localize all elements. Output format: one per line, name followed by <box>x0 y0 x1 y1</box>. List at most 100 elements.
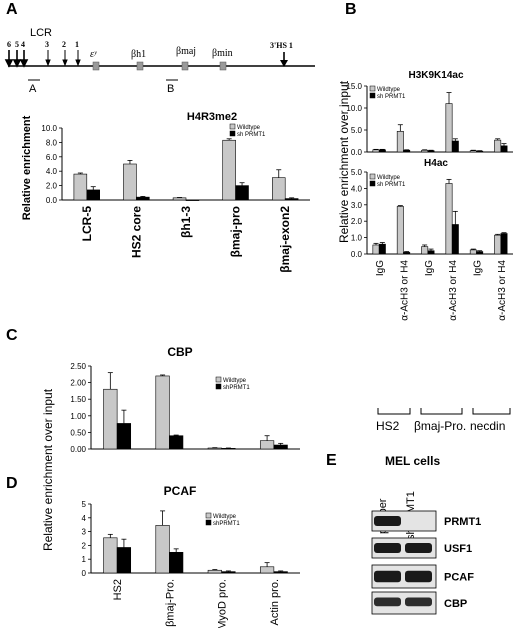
blot-band <box>374 543 401 553</box>
y-tick-label: 5.0 <box>351 126 363 135</box>
legend-swatch <box>369 180 376 187</box>
legend-label: shPRMT1 <box>223 385 250 391</box>
bar-shprmt1 <box>116 423 132 450</box>
gene-label-ey: εʸ <box>90 49 97 60</box>
x-category-label: βmaj-exon2 <box>278 206 292 273</box>
legend-label: Wildtype <box>377 175 401 181</box>
gene-label-bmin: βmin <box>212 48 233 59</box>
b-group-label-hs2: HS2 <box>376 419 400 433</box>
y-tick-label: 1 <box>82 555 87 564</box>
b-category-labels: IgG α-AcH3 or H4 IgG α-AcH3 or H4 IgG α-AcH3 … <box>375 260 508 321</box>
chart-cbp: CBP 0.00 0.50 1.00 1.50 2.00 2.50 WildtypeshPRM… <box>70 345 300 454</box>
bar-shprmt1 <box>235 185 249 201</box>
y-tick-label: 1.0 <box>351 234 363 243</box>
bar-wildtype <box>155 525 170 574</box>
bar-shprmt1 <box>169 551 184 574</box>
y-tick-label: 15.0 <box>346 82 362 91</box>
bar-shprmt1 <box>451 140 459 153</box>
b-category-label: α-AcH3 or H4 <box>448 260 459 321</box>
gene-label-bh1: βh1 <box>131 49 146 60</box>
legend-swatch <box>205 512 212 519</box>
blot-band <box>405 597 432 607</box>
bar-wildtype <box>207 569 222 574</box>
gene-box-bmaj <box>181 61 189 71</box>
blot-band <box>405 543 432 553</box>
blot-band <box>374 516 401 526</box>
bar-wildtype <box>421 149 429 153</box>
amplicon-a-label: A <box>29 83 37 95</box>
d-category-label: HS2 <box>112 579 124 600</box>
y-tick-label: 4 <box>82 514 87 523</box>
y-tick-label: 2 <box>82 541 87 550</box>
y-tick-label: 4.0 <box>46 167 58 176</box>
panel-letter-e: E <box>326 452 337 469</box>
legend-swatch <box>369 173 376 180</box>
d-category-labels: HS2 βmaj-Pro. MyoD pro. Actin pro. <box>112 579 281 628</box>
bar-shprmt1 <box>403 252 411 255</box>
bar-wildtype <box>259 440 275 450</box>
bar-shprmt1 <box>500 233 508 255</box>
b-category-label: α-AcH3 or H4 <box>400 260 411 321</box>
x-category-label: LCR-5 <box>80 206 94 242</box>
bar-shprmt1 <box>273 571 288 574</box>
hs-number-4: 4 <box>21 40 25 49</box>
y-axis-label: Relative enrichment <box>21 115 33 220</box>
y-tick-label: 10.0 <box>346 104 362 113</box>
bar-shprmt1 <box>427 150 435 153</box>
panel-letter-c: C <box>6 327 18 344</box>
bar-shprmt1 <box>116 547 132 574</box>
bar-wildtype <box>272 177 286 201</box>
panel-letter-b: B <box>345 1 357 18</box>
b-category-label: IgG <box>473 260 484 276</box>
legend-swatch <box>229 123 236 130</box>
chart-title: H4ac <box>424 158 448 169</box>
lcr-label: LCR <box>30 27 52 39</box>
hs6-arrowhead <box>4 59 14 68</box>
locus-map: LCR 6 5 4 3 2 1 εʸ βh1 βmaj βmin <box>4 27 315 95</box>
hs-number-5: 5 <box>15 40 19 49</box>
legend-label: sh PRMT1 <box>377 182 406 188</box>
legend-swatch <box>369 92 376 99</box>
hs1-arrowhead <box>75 59 81 67</box>
bar-shprmt1 <box>476 251 484 255</box>
bar-shprmt1 <box>221 448 236 450</box>
bar-wildtype <box>445 103 453 153</box>
d-category-label: MyoD pro. <box>217 579 229 628</box>
bar-wildtype <box>469 249 477 255</box>
blot-row-label: USF1 <box>444 543 472 555</box>
b-group-label-necdin: necdin <box>470 419 505 433</box>
legend-swatch <box>215 383 222 390</box>
hs5-arrowhead <box>12 59 22 68</box>
d-category-label: βmaj-Pro. <box>164 579 176 627</box>
y-axis-label: Relative enrichment over input <box>337 80 351 243</box>
bar-shprmt1 <box>476 150 484 153</box>
legend-label: Wildtype <box>377 87 401 93</box>
chart-title: H4R3me2 <box>187 111 237 123</box>
bar-wildtype <box>222 139 236 201</box>
legend-swatch <box>229 130 236 137</box>
amplicon-b-label: B <box>167 83 174 95</box>
hs-number-3: 3 <box>45 40 49 49</box>
bar-shprmt1 <box>86 189 100 201</box>
hs2-arrowhead <box>62 59 68 67</box>
bar-shprmt1 <box>136 196 150 201</box>
western-blot: MEL cells pSuper shPRMT1 PRMT1USF1PCAFCB… <box>371 454 481 615</box>
blot-row-usf1: USF1 <box>371 537 472 559</box>
y-tick-label: 0.0 <box>351 148 363 157</box>
cd-ylabel: Relative enrichment over input <box>41 388 55 551</box>
hs-sites: 6 5 4 3 2 1 <box>4 40 81 68</box>
b-category-label: α-AcH3 or H4 <box>497 260 508 321</box>
y-tick-label: 2.00 <box>70 379 86 388</box>
b-category-label: IgG <box>424 260 435 276</box>
blot-row-label: PRMT1 <box>444 516 481 528</box>
blot-row-prmt1: PRMT1 <box>371 510 481 532</box>
legend-label: shPRMT1 <box>213 521 240 527</box>
y-tick-label: 0 <box>82 569 87 578</box>
y-tick-label: 0.0 <box>351 250 363 259</box>
bar-shprmt1 <box>169 435 184 450</box>
blot-row-label: CBP <box>444 598 467 610</box>
gene-box-bh1 <box>136 61 144 71</box>
